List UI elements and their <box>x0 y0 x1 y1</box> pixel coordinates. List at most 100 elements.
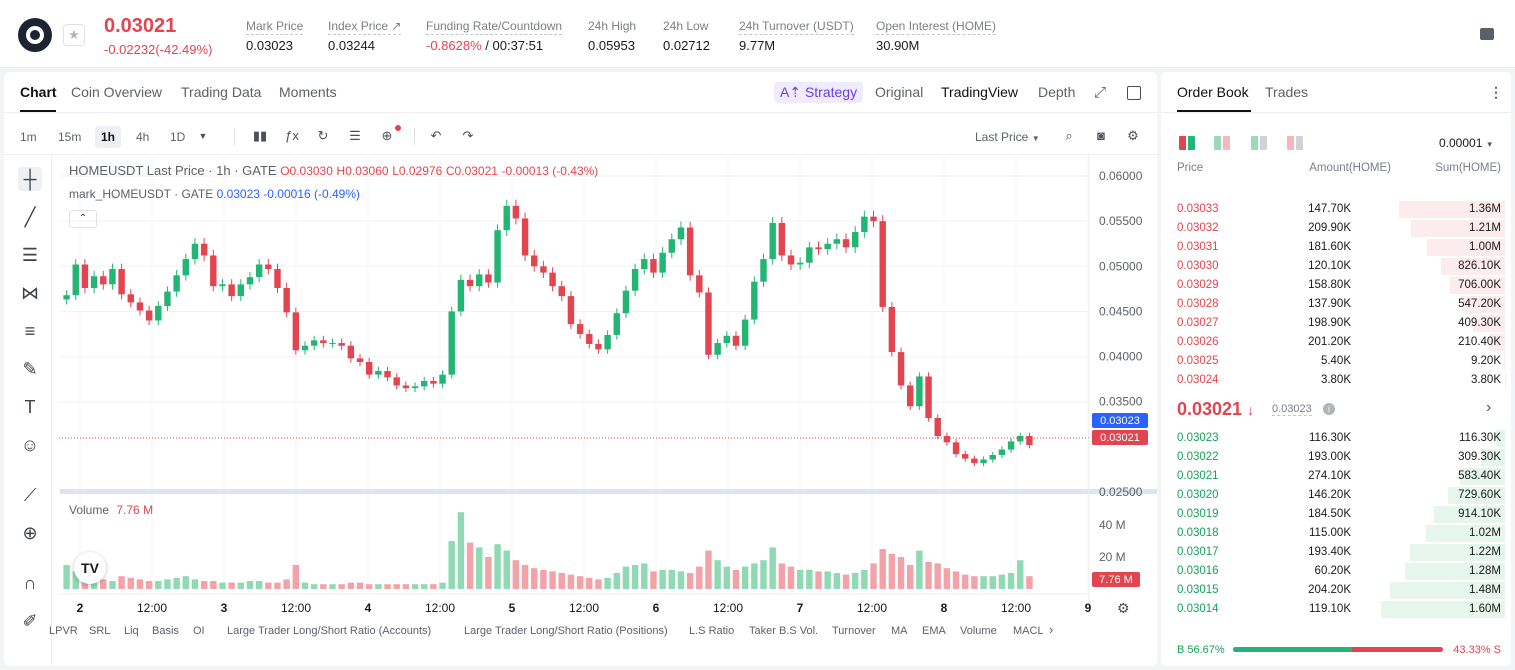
bid-row[interactable]: 0.03021 274.10K 583.40K <box>1161 467 1511 486</box>
chart-settings-icon[interactable]: ⚙ <box>1117 600 1130 616</box>
mark-price-label[interactable]: Mark Price <box>246 19 304 35</box>
bid-row[interactable]: 0.03017 193.40K 1.22M <box>1161 543 1511 562</box>
expand-book-icon[interactable]: › <box>1486 399 1492 416</box>
indicator-oi[interactable]: OI <box>193 625 205 637</box>
expand-icon[interactable]: ⤢ <box>1094 84 1107 101</box>
interval-1h[interactable]: 1h <box>95 126 122 148</box>
tab-coin-overview[interactable]: Coin Overview <box>71 84 163 100</box>
indicator-turnover[interactable]: Turnover <box>832 625 876 637</box>
turnover-label[interactable]: 24h Turnover (USDT) <box>739 19 854 35</box>
tab-trades[interactable]: Trades <box>1265 84 1309 100</box>
add-alert-icon[interactable]: ⊕ <box>381 128 393 143</box>
open-interest-label[interactable]: Open Interest (HOME) <box>876 19 997 35</box>
toolbar-divider <box>4 154 1157 155</box>
ask-row[interactable]: 0.03028 137.90K 547.20K <box>1161 295 1511 314</box>
indicator-srl[interactable]: SRL <box>89 625 111 637</box>
book-mark-price[interactable]: 0.03023 <box>1272 403 1312 416</box>
collapse-legend-button[interactable]: ⌃ <box>69 210 97 228</box>
crosshair-icon[interactable]: ┼ <box>18 167 42 191</box>
interval-dropdown-icon[interactable]: ▼ <box>198 131 208 141</box>
layout-bids-only-icon[interactable] <box>1251 136 1267 150</box>
text-tool-icon[interactable]: T <box>24 397 36 417</box>
candle-body <box>613 313 620 335</box>
ask-row[interactable]: 0.03033 147.70K 1.36M <box>1161 200 1511 219</box>
horizontal-lines-icon[interactable]: ☰ <box>21 245 39 265</box>
indicator-ls-positions[interactable]: Large Trader Long/Short Ratio (Positions… <box>464 625 668 637</box>
pattern-icon[interactable]: ⋈ <box>21 283 39 303</box>
tab-order-book[interactable]: Order Book <box>1177 84 1249 100</box>
buy-sell-ratio-bar <box>1233 647 1443 652</box>
book-last-price[interactable]: 0.03021 ↓ <box>1177 399 1254 420</box>
index-price-label[interactable]: Index Price ↗ <box>328 19 402 35</box>
ask-row[interactable]: 0.03025 5.40K 9.20K <box>1161 352 1511 371</box>
precision-select[interactable]: 0.00001 ▼ <box>1439 136 1494 150</box>
indicators-next-icon[interactable]: › <box>1049 622 1054 637</box>
indicator-volume[interactable]: Volume <box>960 625 997 637</box>
layout-bids-icon[interactable] <box>1214 136 1230 150</box>
indicator-ema[interactable]: EMA <box>922 625 946 637</box>
bid-row[interactable]: 0.03023 116.30K 116.30K <box>1161 429 1511 448</box>
book-icon[interactable] <box>1480 28 1494 40</box>
bid-row[interactable]: 0.03014 119.10K 1.60M <box>1161 600 1511 619</box>
ask-row[interactable]: 0.03024 3.80K 3.80K <box>1161 371 1511 390</box>
window-icon[interactable] <box>1127 86 1141 100</box>
layout-both-icon[interactable] <box>1179 136 1195 150</box>
interval-1m[interactable]: 1m <box>20 130 37 144</box>
ask-row[interactable]: 0.03032 209.90K 1.21M <box>1161 219 1511 238</box>
ask-row[interactable]: 0.03030 120.10K 826.10K <box>1161 257 1511 276</box>
ask-row[interactable]: 0.03026 201.20K 210.40K <box>1161 333 1511 352</box>
indicator-liq[interactable]: Liq <box>124 625 139 637</box>
trend-line-icon[interactable]: ╱ <box>24 207 36 227</box>
replay-icon[interactable]: ↻ <box>317 128 329 143</box>
funding-rate-label[interactable]: Funding Rate/Countdown <box>426 19 563 35</box>
bid-row[interactable]: 0.03016 60.20K 1.28M <box>1161 562 1511 581</box>
more-options-icon[interactable]: ⋮ <box>1489 84 1503 100</box>
bid-row[interactable]: 0.03022 193.00K 309.30K <box>1161 448 1511 467</box>
bid-row[interactable]: 0.03018 115.00K 1.02M <box>1161 524 1511 543</box>
emoji-icon[interactable]: ☺ <box>20 435 40 455</box>
indicator-ma[interactable]: MA <box>891 625 908 637</box>
brush-icon[interactable]: ✎ <box>22 359 38 379</box>
interval-15m[interactable]: 15m <box>58 130 82 144</box>
tab-original[interactable]: Original <box>875 84 924 100</box>
price-type-select[interactable]: Last Price ▼ <box>969 126 1046 148</box>
ask-row[interactable]: 0.03027 198.90K 409.30K <box>1161 314 1511 333</box>
favorite-star-icon[interactable]: ★ <box>63 24 85 46</box>
indicator-lpvr[interactable]: LPVR <box>49 625 78 637</box>
redo-icon[interactable]: ↷ <box>462 128 474 143</box>
layout-asks-only-icon[interactable] <box>1287 136 1303 150</box>
settings-gear-icon[interactable]: ⚙ <box>1127 128 1139 143</box>
search-icon[interactable]: ⌕ <box>1065 128 1073 143</box>
tab-depth[interactable]: Depth <box>1038 84 1076 100</box>
indicator-macd[interactable]: MACL <box>1013 625 1043 637</box>
fib-icon[interactable]: ≡ <box>24 321 36 341</box>
indicator-ls-accounts[interactable]: Large Trader Long/Short Ratio (Accounts) <box>227 625 432 637</box>
tab-chart[interactable]: Chart <box>20 84 57 100</box>
bid-row[interactable]: 0.03020 146.20K 729.60K <box>1161 486 1511 505</box>
candle-type-icon[interactable]: ▮▮ <box>252 128 268 143</box>
book-sum: 706.00K <box>1458 279 1501 291</box>
tab-tradingview[interactable]: TradingView <box>941 84 1019 100</box>
indicator-basis[interactable]: Basis <box>152 625 179 637</box>
undo-icon[interactable]: ↶ <box>430 128 442 143</box>
indicator-ls-ratio[interactable]: L.S Ratio <box>689 625 735 637</box>
bid-row[interactable]: 0.03015 204.20K 1.48M <box>1161 581 1511 600</box>
indicator-taker-vol[interactable]: Taker B.S Vol. <box>749 625 819 637</box>
interval-1d[interactable]: 1D <box>170 130 186 144</box>
ask-row[interactable]: 0.03031 181.60K 1.00M <box>1161 238 1511 257</box>
templates-icon[interactable]: ☰ <box>349 128 361 143</box>
candlestick-chart[interactable]: 0.06000 0.05500 0.05000 0.04500 0.04000 0.035… <box>4 72 1157 666</box>
tab-moments[interactable]: Moments <box>279 84 337 100</box>
tab-trading-data[interactable]: Trading Data <box>181 84 262 100</box>
pencil-lock-icon[interactable]: ✐ <box>22 611 38 631</box>
camera-icon[interactable]: ◙ <box>1097 128 1105 143</box>
interval-4h[interactable]: 4h <box>136 130 150 144</box>
ask-row[interactable]: 0.03029 158.80K 706.00K <box>1161 276 1511 295</box>
strategy-button[interactable]: A⇡ Strategy <box>774 82 864 103</box>
magnet-icon[interactable]: ∩ <box>23 573 37 593</box>
ruler-icon[interactable]: ⟋ <box>23 485 37 505</box>
tradingview-logo[interactable]: TV <box>74 552 106 584</box>
bid-row[interactable]: 0.03019 184.50K 914.10K <box>1161 505 1511 524</box>
indicators-icon[interactable]: ƒx <box>285 128 299 143</box>
zoom-in-icon[interactable]: ⊕ <box>22 523 38 543</box>
